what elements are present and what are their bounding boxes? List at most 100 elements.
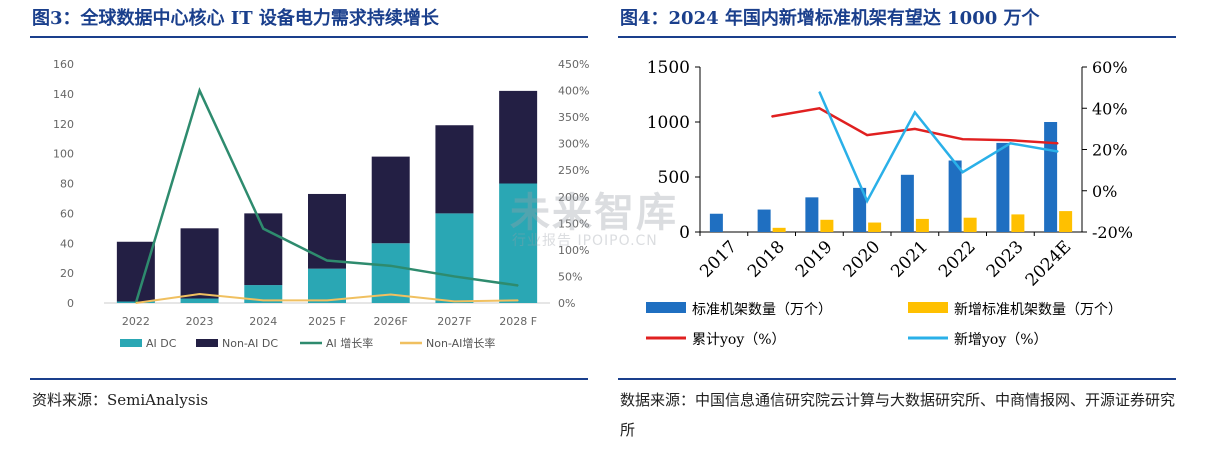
line-point — [818, 107, 820, 109]
bar-non-ai-dc — [116, 241, 155, 302]
line-point — [962, 171, 964, 173]
figure-4-panel: 图4：2024 年国内新增标准机架有望达 1000 万个 0 500 1000 150… — [618, 0, 1178, 457]
bar-new-racks — [868, 222, 882, 232]
y2-tick-label: 0% — [558, 297, 575, 310]
x-tick-label: 2028 F — [499, 315, 537, 328]
legend-swatch — [196, 339, 218, 347]
bar-non-ai-dc — [180, 228, 219, 299]
x-tick-label: 2025 F — [308, 315, 346, 328]
line-point — [517, 299, 519, 301]
x-tick-label: 2021 — [887, 237, 932, 282]
line-point — [771, 116, 773, 117]
figure-4-top-rule — [618, 36, 1176, 38]
new-yoy-line — [818, 91, 1059, 204]
y-tick-label: 120 — [53, 118, 74, 131]
bar-new-racks — [1059, 211, 1073, 232]
line-point — [453, 275, 455, 277]
legend-swatch — [120, 339, 142, 347]
y-tick-label: 60 — [60, 207, 74, 220]
figure-3-title: 图3：全球数据中心核心 IT 设备电力需求持续增长 — [32, 8, 439, 29]
bar-ai-dc — [435, 213, 474, 303]
figure-3-chart: 0 20 40 60 80 100 120 140 160 0% 50% 100% 150% 200% 25… — [53, 58, 589, 350]
figure-4-source: 数据来源：中国信息通信研究院云计算与大数据研究所、中商情报网、开源证券研究所 — [620, 391, 1176, 439]
y-tick-label: 500 — [658, 168, 690, 188]
bar-non-ai-dc — [371, 156, 410, 244]
legend-label: Non-AI DC — [222, 337, 278, 350]
y2-tick-label: 100% — [558, 244, 589, 257]
y2-tick-label: 350% — [558, 111, 589, 124]
x-tick-label: 2024E — [1022, 237, 1076, 291]
y-tick-label: 140 — [53, 88, 74, 101]
y2-tick-label: 50% — [558, 270, 582, 283]
x-tick-label: 2024 — [249, 315, 277, 328]
y2-tick-label: 40% — [1092, 99, 1128, 118]
bar-ai-dc — [308, 268, 346, 303]
figure-4-bottom-rule — [618, 378, 1176, 380]
y2-tick-label: 300% — [558, 138, 589, 151]
y2-tick-label: 150% — [558, 217, 589, 230]
legend-label: 新增yoy（%） — [954, 332, 1048, 348]
legend-label: AI DC — [146, 337, 177, 350]
bar-new-racks — [915, 218, 929, 232]
line-point — [199, 293, 201, 295]
x-tick-label: 2018 — [744, 237, 789, 282]
line-point — [914, 128, 916, 130]
line-point — [135, 302, 137, 304]
y2-tick-label: 200% — [558, 191, 589, 204]
line-point — [1057, 142, 1059, 144]
figure-3-bottom-rule — [30, 378, 588, 380]
x-tick-label: 2020 — [840, 237, 885, 282]
y-tick-label: 100 — [53, 148, 74, 161]
line-point — [199, 90, 201, 92]
line-point — [1057, 151, 1059, 153]
y-tick-label: 80 — [60, 178, 74, 191]
line-point — [914, 111, 916, 113]
bar-new-racks — [963, 217, 977, 232]
figure-3-panel: 图3：全球数据中心核心 IT 设备电力需求持续增长 0 20 40 60 80 100 12… — [30, 0, 590, 457]
bar-standard-racks — [805, 197, 819, 232]
legend-label: AI 增长率 — [326, 336, 373, 350]
x-tick-label: 2019 — [792, 237, 837, 282]
bar-non-ai-dc — [499, 90, 538, 184]
line-point — [1009, 142, 1011, 144]
bar-non-ai-dc — [308, 193, 346, 269]
line-point — [262, 299, 264, 301]
bar-standard-racks — [709, 213, 723, 232]
figure-3-source: 资料来源：SemiAnalysis — [32, 391, 209, 409]
y-tick-label: 1000 — [647, 113, 690, 133]
bar-new-racks — [1011, 214, 1025, 232]
bar-standard-racks — [757, 209, 771, 232]
bar-standard-racks — [948, 160, 962, 232]
line-point — [866, 200, 868, 202]
y2-tick-label: 60% — [1092, 58, 1128, 77]
line-point — [326, 299, 328, 301]
x-tick-label: 2026F — [374, 315, 408, 328]
bar-non-ai-dc — [244, 213, 283, 286]
line-point — [326, 260, 328, 262]
y-tick-label: 40 — [60, 237, 74, 250]
line-point — [1009, 139, 1011, 141]
y2-tick-label: -20% — [1092, 223, 1133, 242]
bar-ai-dc — [371, 243, 410, 303]
x-tick-label: 2022 — [122, 315, 150, 328]
bar-ai-dc — [180, 298, 219, 303]
line-point — [818, 91, 820, 93]
line-point — [390, 265, 392, 267]
x-tick-label: 2023 — [186, 315, 214, 328]
y-tick-label: 0 — [679, 223, 690, 243]
y2-tick-label: 450% — [558, 58, 589, 71]
line-point — [390, 294, 392, 296]
bar-standard-racks — [1044, 122, 1058, 232]
x-tick-label: 2023 — [983, 237, 1028, 282]
bar-new-racks — [820, 219, 834, 232]
y-tick-label: 160 — [53, 58, 74, 71]
y2-tick-label: 400% — [558, 85, 589, 98]
legend-label: 累计yoy（%） — [692, 332, 786, 348]
legend-swatch — [908, 302, 948, 313]
legend-label: Non-AI增长率 — [426, 336, 495, 350]
figure-3-top-rule — [30, 36, 588, 38]
bar-standard-racks — [853, 187, 867, 232]
bar-new-racks — [772, 227, 786, 232]
bar-non-ai-dc — [435, 125, 474, 214]
